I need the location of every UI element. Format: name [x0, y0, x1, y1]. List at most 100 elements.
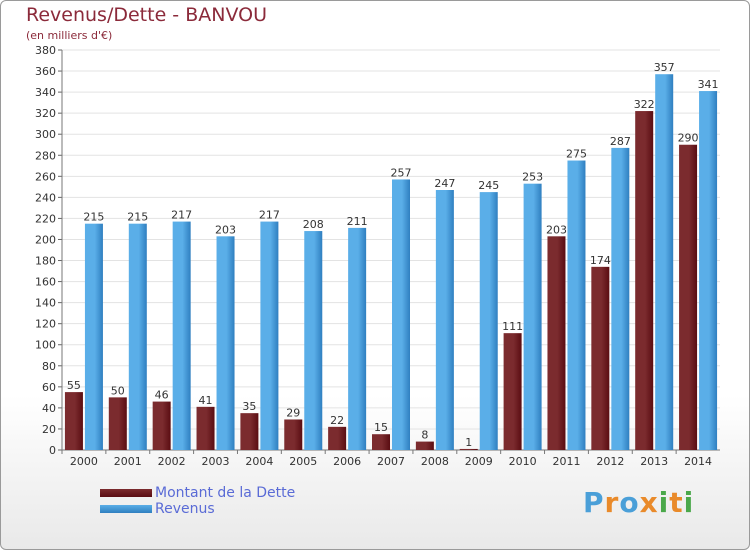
- y-tick-label: 200: [35, 233, 56, 246]
- bar-revenue-2007: [392, 179, 410, 450]
- chart-title: Revenus/Dette - BANVOU: [26, 4, 267, 26]
- logo-letter: t: [669, 486, 684, 519]
- bar-revenue-2010: [523, 183, 542, 450]
- bar-debt-2001: [108, 397, 127, 450]
- bar-revenue-2009: [479, 192, 498, 450]
- y-tick-label: 180: [35, 255, 56, 268]
- bar-debt-2006: [328, 426, 347, 450]
- data-label-debt-2002: 46: [155, 389, 169, 402]
- bar-debt-2007: [372, 434, 390, 450]
- y-tick-label: 280: [35, 149, 56, 162]
- y-tick-label: 380: [35, 44, 56, 57]
- x-tick-label: 2008: [421, 455, 449, 468]
- data-label-revenue-2010: 253: [522, 171, 543, 184]
- data-label-debt-2005: 29: [286, 406, 300, 419]
- legend-label-debt: Montant de la Dette: [155, 485, 296, 501]
- bar-revenue-2005: [304, 231, 323, 450]
- data-label-debt-2011: 203: [546, 223, 567, 236]
- data-label-debt-2001: 50: [111, 384, 125, 397]
- bar-debt-2011: [547, 236, 566, 450]
- y-tick-label: 300: [35, 128, 56, 141]
- y-tick-label: 140: [35, 297, 56, 310]
- bar-revenue-2012: [611, 147, 630, 451]
- data-label-revenue-2003: 203: [215, 223, 236, 236]
- x-tick-label: 2002: [158, 455, 186, 468]
- y-tick-label: 360: [35, 65, 56, 78]
- bar-debt-2005: [284, 419, 303, 450]
- bar-debt-2008: [415, 441, 434, 450]
- y-tick-label: 220: [35, 212, 56, 225]
- bar-debt-2014: [679, 144, 698, 450]
- data-label-debt-2003: 41: [199, 394, 213, 407]
- x-tick-label: 2000: [70, 455, 98, 468]
- y-tick-label: 160: [35, 276, 56, 289]
- y-tick-label: 20: [42, 423, 56, 436]
- bar-revenue-2001: [128, 223, 147, 450]
- bar-revenue-2000: [84, 223, 103, 450]
- logo-letter: x: [639, 486, 659, 519]
- data-label-revenue-2006: 211: [347, 215, 368, 228]
- y-tick-label: 0: [49, 444, 56, 457]
- x-tick-label: 2013: [640, 455, 668, 468]
- data-label-revenue-2001: 215: [127, 211, 148, 224]
- data-label-debt-2014: 290: [678, 132, 699, 145]
- y-tick-label: 120: [35, 318, 56, 331]
- bar-debt-2003: [196, 406, 215, 450]
- bar-revenue-2014: [699, 91, 718, 450]
- data-label-debt-2013: 322: [634, 98, 655, 111]
- data-label-revenue-2004: 217: [259, 209, 280, 222]
- proxiti-logo: Proxiti: [583, 486, 694, 519]
- y-tick-label: 320: [35, 107, 56, 120]
- bar-debt-2013: [635, 111, 654, 450]
- data-label-debt-2010: 111: [502, 320, 523, 333]
- data-label-debt-2012: 174: [590, 254, 611, 267]
- y-tick-label: 340: [35, 86, 56, 99]
- data-label-revenue-2012: 287: [610, 135, 631, 148]
- x-tick-label: 2009: [465, 455, 493, 468]
- y-tick-label: 60: [42, 381, 56, 394]
- data-label-debt-2000: 55: [67, 379, 81, 392]
- x-tick-label: 2011: [552, 455, 580, 468]
- legend-swatch-debt: [100, 489, 152, 497]
- y-tick-label: 240: [35, 191, 56, 204]
- data-label-debt-2008: 8: [421, 429, 428, 442]
- axes: 0 20 40 60 80 100 120 140 160 180 200 220 240 260 280 3…: [35, 44, 720, 468]
- chart-subtitle: (en milliers d'€): [26, 29, 113, 42]
- x-tick-label: 2005: [289, 455, 317, 468]
- data-label-revenue-2005: 208: [303, 218, 324, 231]
- x-tick-label: 2010: [509, 455, 537, 468]
- logo-letter: o: [619, 486, 640, 519]
- logo-letter: i: [683, 486, 695, 519]
- logo-letter: i: [658, 486, 670, 519]
- x-tick-label: 2004: [245, 455, 273, 468]
- data-label-revenue-2000: 215: [83, 211, 104, 224]
- bar-debt-2012: [591, 266, 610, 450]
- bar-revenue-2004: [260, 221, 279, 450]
- data-label-debt-2009: 1: [465, 436, 472, 449]
- x-tick-label: 2001: [114, 455, 142, 468]
- legend-label-revenue: Revenus: [155, 501, 215, 517]
- data-label-debt-2004: 35: [242, 400, 256, 413]
- bars: [64, 74, 718, 451]
- bar-debt-2000: [64, 392, 83, 450]
- bar-debt-2004: [240, 413, 259, 450]
- data-label-revenue-2008: 247: [434, 177, 455, 190]
- grid-lines: [62, 49, 720, 451]
- x-tick-label: 2012: [596, 455, 624, 468]
- bar-revenue-2008: [435, 190, 454, 450]
- y-tick-label: 80: [42, 360, 56, 373]
- bar-debt-2010: [503, 333, 522, 450]
- data-label-revenue-2013: 357: [654, 61, 675, 74]
- bar-revenue-2002: [172, 221, 191, 450]
- data-label-revenue-2009: 245: [478, 179, 499, 192]
- legend-swatch-revenue: [100, 505, 152, 513]
- y-tick-label: 260: [35, 170, 56, 183]
- bar-revenue-2011: [567, 160, 586, 451]
- x-tick-label: 2006: [333, 455, 361, 468]
- y-tick-label: 100: [35, 339, 56, 352]
- bar-debt-2009: [459, 448, 478, 450]
- data-labels: 55 215 50 215 46 217 41 203 35 217 29 208 22 211 15 257…: [67, 61, 719, 449]
- x-tick-label: 2007: [377, 455, 405, 468]
- bar-revenue-2006: [348, 227, 367, 450]
